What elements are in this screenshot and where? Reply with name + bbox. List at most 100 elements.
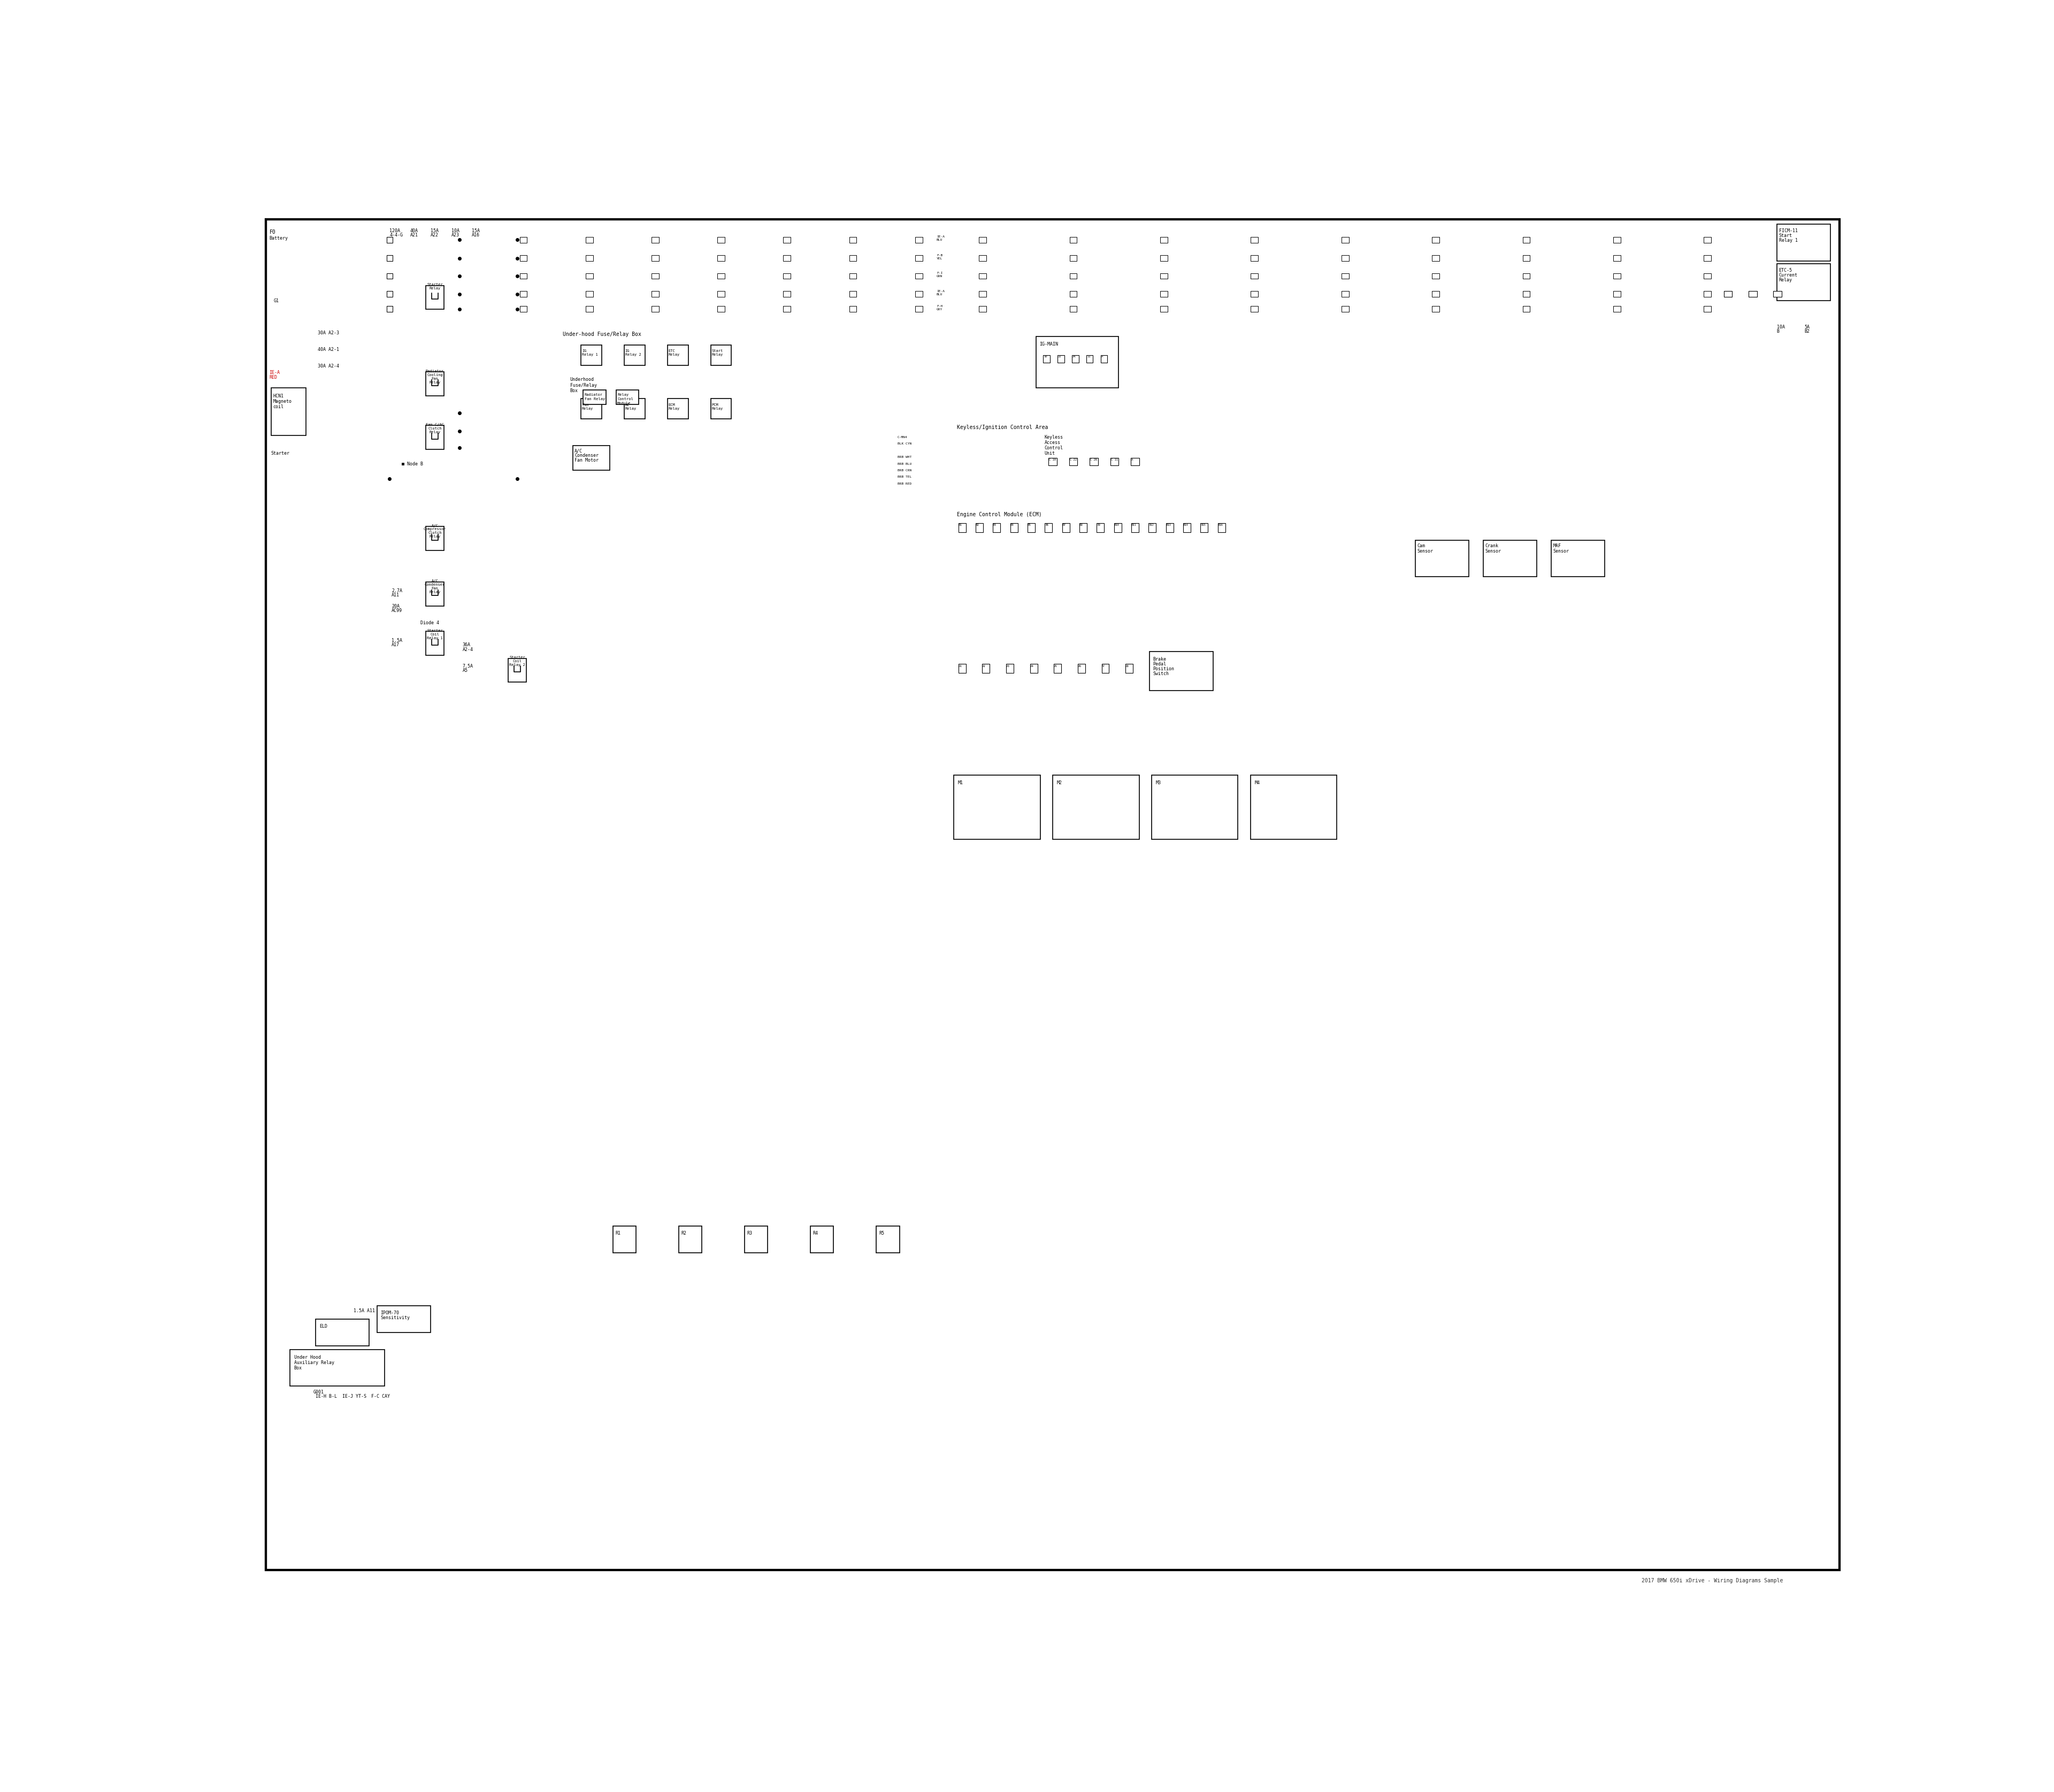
Bar [1483,541,1536,577]
Bar [1048,459,1058,466]
Bar [386,292,392,297]
Bar [980,256,986,262]
Bar [624,398,645,419]
Text: BRB BLU: BRB BLU [898,462,912,466]
Text: Relay 1: Relay 1 [1779,238,1797,244]
Text: B6: B6 [1045,523,1048,527]
Bar [848,292,857,297]
Bar [585,256,594,262]
Text: A8: A8 [1126,665,1130,667]
Bar [1748,292,1756,297]
Bar [711,344,731,366]
Text: B11: B11 [1132,523,1136,527]
Text: 7.5A: 7.5A [462,663,472,668]
Text: Under Hood: Under Hood [294,1355,320,1360]
Bar [953,776,1039,839]
Text: B10: B10 [1115,523,1119,527]
Text: Relay: Relay [1779,278,1793,283]
Bar [651,256,659,262]
Text: F0: F0 [269,229,275,235]
Bar [1612,237,1621,242]
Bar [717,292,725,297]
Text: Fan
Relay: Fan Relay [581,403,594,410]
Bar [520,306,528,312]
Text: Relay: Relay [618,394,629,396]
Text: A2-4: A2-4 [462,647,472,652]
Bar [1043,355,1050,362]
Text: M2: M2 [1058,780,1062,785]
Text: 40A A2-1: 40A A2-1 [318,348,339,353]
Bar [271,389,306,435]
Bar [1773,292,1781,297]
Bar [651,292,659,297]
Text: Auxiliary Relay: Auxiliary Relay [294,1360,335,1366]
Text: 15A: 15A [472,228,481,233]
Text: FICM-11: FICM-11 [1779,228,1797,233]
Bar [1097,523,1105,532]
Bar [585,272,594,280]
Text: PCM
Relay: PCM Relay [711,403,723,410]
Bar [1072,355,1078,362]
Bar [848,306,857,312]
Bar [1551,541,1604,577]
Bar [1251,776,1337,839]
Text: 5A: 5A [1803,324,1810,330]
Bar [1612,256,1621,262]
Text: R2: R2 [682,1231,686,1236]
Text: F-H
GRY: F-H GRY [937,305,943,310]
Text: HCN1: HCN1 [273,394,283,398]
Bar [1251,256,1259,262]
Bar [1522,256,1530,262]
Text: Pedal: Pedal [1152,661,1167,667]
Text: RED: RED [269,375,277,380]
Bar [783,292,791,297]
Text: C 10: C 10 [1050,459,1056,461]
Bar [1522,306,1530,312]
Bar [848,237,857,242]
Text: MAF
Sensor: MAF Sensor [1553,543,1569,554]
Text: BLK CYN: BLK CYN [898,443,912,444]
Bar [1027,523,1035,532]
Bar [567,380,686,453]
Bar [1161,237,1167,242]
Text: B3: B3 [994,523,996,527]
Bar [1132,459,1140,466]
Text: ETC
Relay: ETC Relay [668,349,680,357]
Bar [783,272,791,280]
Text: Starter: Starter [271,452,290,455]
Bar [1612,272,1621,280]
Text: G1: G1 [273,297,279,303]
Bar [1251,306,1259,312]
Text: Switch: Switch [1152,672,1169,676]
Text: Cam
Sensor: Cam Sensor [1417,543,1434,554]
Bar [1054,665,1062,674]
Text: R3: R3 [748,1231,752,1236]
Bar [916,292,922,297]
Text: A21: A21 [411,233,419,238]
Bar [1432,237,1440,242]
Text: 36A: 36A [462,643,470,647]
Text: Engine Control Module (ECM): Engine Control Module (ECM) [957,513,1041,518]
Bar [1612,292,1621,297]
Text: AC
Relay: AC Relay [624,403,637,410]
Bar [573,446,610,471]
Bar [1167,523,1173,532]
Text: Diode 4: Diode 4 [421,620,440,625]
Bar [1705,292,1711,297]
Text: Starter
Coil
Relay 1: Starter Coil Relay 1 [427,629,444,640]
Bar [651,306,659,312]
Text: BRB TEL: BRB TEL [898,475,912,478]
Bar [877,1226,900,1253]
Text: A6: A6 [1078,665,1080,667]
Text: A/C
Compressor
Clutch
Relay: A/C Compressor Clutch Relay [423,523,446,538]
Text: Radiator: Radiator [585,394,602,396]
Text: Position: Position [1152,667,1175,672]
Text: IG
Relay 2: IG Relay 2 [624,349,641,357]
Bar [1705,256,1711,262]
Text: A5: A5 [462,668,468,674]
Text: B4: B4 [1011,523,1015,527]
Text: A23: A23 [452,233,460,238]
Text: 2R: 2R [1072,355,1076,358]
Text: 10A: 10A [1777,324,1785,330]
Bar [1341,292,1349,297]
